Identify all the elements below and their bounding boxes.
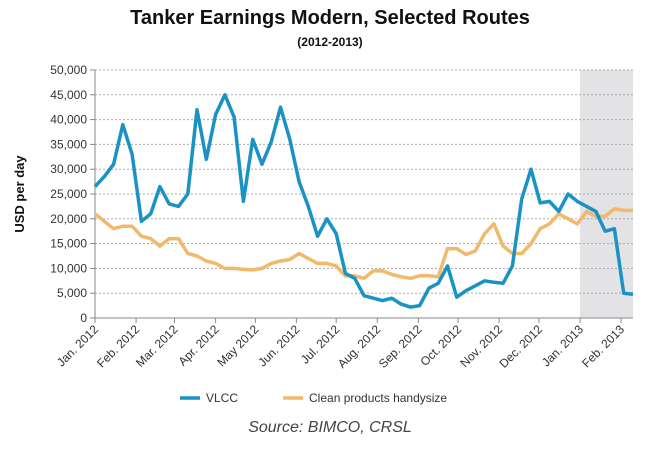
y-tick-label: 0 <box>80 311 87 325</box>
x-tick-label: Jun. 2012 <box>255 322 302 369</box>
x-tick-label: Sep. 2012 <box>376 322 425 371</box>
x-tick-label: Oct. 2012 <box>417 322 464 369</box>
y-tick-label: 35,000 <box>50 137 87 151</box>
y-tick-label: 15,000 <box>50 237 87 251</box>
y-axis-label: USD per day <box>12 155 27 233</box>
y-tick-label: 10,000 <box>50 261 87 275</box>
y-tick-label: 20,000 <box>50 212 87 226</box>
y-tick-label: 50,000 <box>50 63 87 77</box>
legend-label: Clean products handysize <box>309 391 447 405</box>
x-tick-label: Dec. 2012 <box>496 322 545 371</box>
y-tick-label: 30,000 <box>50 162 87 176</box>
x-tick-label: Feb. 2013 <box>579 322 627 370</box>
chart-subtitle: (2012-2013) <box>297 35 362 49</box>
series-line <box>93 93 634 309</box>
x-tick-label: May 2012 <box>214 322 261 369</box>
x-tick-label: Jan. 2013 <box>539 322 586 369</box>
x-tick-label: Mar. 2012 <box>133 322 181 370</box>
y-tick-label: 40,000 <box>50 113 87 127</box>
x-tick-label: Jan. 2012 <box>54 322 101 369</box>
x-tick-label: Aug. 2012 <box>335 322 384 371</box>
y-tick-label: 25,000 <box>50 187 87 201</box>
chart-title: Tanker Earnings Modern, Selected Routes <box>130 7 530 29</box>
source-note: Source: BIMCO, CRSL <box>248 419 412 436</box>
series-line <box>93 207 633 281</box>
y-tick-label: 5,000 <box>57 286 87 300</box>
y-tick-label: 45,000 <box>50 88 87 102</box>
legend-label: VLCC <box>206 391 238 405</box>
